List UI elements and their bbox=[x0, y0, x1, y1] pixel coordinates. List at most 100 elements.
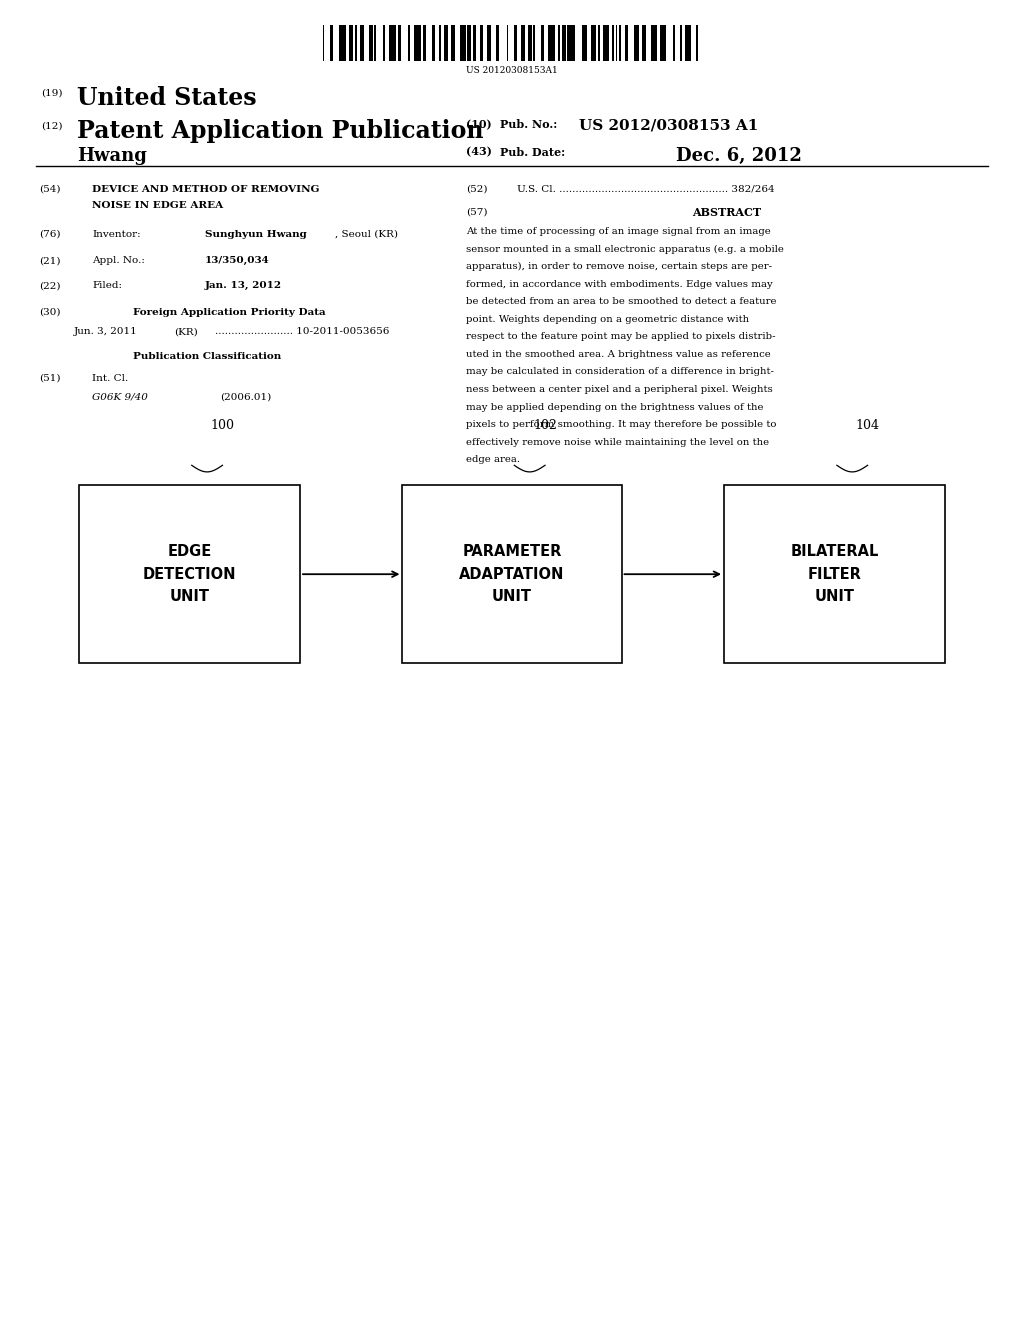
Bar bbox=[514, 25, 517, 61]
Text: (KR): (KR) bbox=[174, 327, 198, 337]
Bar bbox=[480, 25, 483, 61]
Bar bbox=[383, 25, 385, 61]
Text: may be applied depending on the brightness values of the: may be applied depending on the brightne… bbox=[466, 403, 764, 412]
Text: (51): (51) bbox=[39, 374, 60, 383]
Bar bbox=[660, 25, 666, 61]
Bar bbox=[615, 25, 617, 61]
Bar bbox=[409, 25, 411, 61]
Text: EDGE
DETECTION
UNIT: EDGE DETECTION UNIT bbox=[142, 544, 237, 605]
Text: BILATERAL
FILTER
UNIT: BILATERAL FILTER UNIT bbox=[791, 544, 879, 605]
Bar bbox=[612, 25, 613, 61]
Bar bbox=[724, 486, 944, 664]
Text: U.S. Cl. .................................................... 382/264: U.S. Cl. ...............................… bbox=[517, 185, 775, 194]
Bar bbox=[680, 25, 682, 61]
Text: (30): (30) bbox=[39, 308, 60, 317]
Bar bbox=[567, 25, 574, 61]
Text: (52): (52) bbox=[466, 185, 487, 194]
Text: (54): (54) bbox=[39, 185, 60, 194]
Bar bbox=[444, 25, 447, 61]
Text: be detected from an area to be smoothed to detect a feature: be detected from an area to be smoothed … bbox=[466, 297, 776, 306]
Bar bbox=[642, 25, 646, 61]
Text: DEVICE AND METHOD OF REMOVING: DEVICE AND METHOD OF REMOVING bbox=[92, 185, 319, 194]
Bar bbox=[625, 25, 628, 61]
Bar bbox=[651, 25, 656, 61]
Bar bbox=[582, 25, 587, 61]
Text: uted in the smoothed area. A brightness value as reference: uted in the smoothed area. A brightness … bbox=[466, 350, 771, 359]
Text: ness between a center pixel and a peripheral pixel. Weights: ness between a center pixel and a periph… bbox=[466, 385, 773, 395]
Bar bbox=[401, 486, 623, 664]
Bar bbox=[521, 25, 524, 61]
Bar bbox=[330, 25, 333, 61]
Text: PARAMETER
ADAPTATION
UNIT: PARAMETER ADAPTATION UNIT bbox=[460, 544, 564, 605]
Bar bbox=[323, 25, 325, 61]
Text: effectively remove noise while maintaining the level on the: effectively remove noise while maintaini… bbox=[466, 438, 769, 446]
Text: point. Weights depending on a geometric distance with: point. Weights depending on a geometric … bbox=[466, 315, 749, 323]
Bar bbox=[375, 25, 376, 61]
Bar bbox=[397, 25, 401, 61]
Text: Appl. No.:: Appl. No.: bbox=[92, 256, 145, 265]
Text: 104: 104 bbox=[856, 420, 880, 433]
Text: Dec. 6, 2012: Dec. 6, 2012 bbox=[676, 147, 802, 165]
Text: (19): (19) bbox=[41, 88, 62, 98]
Text: respect to the feature point may be applied to pixels distrib-: respect to the feature point may be appl… bbox=[466, 333, 775, 342]
Text: NOISE IN EDGE AREA: NOISE IN EDGE AREA bbox=[92, 201, 223, 210]
Bar bbox=[452, 25, 455, 61]
Bar bbox=[528, 25, 531, 61]
Bar bbox=[598, 25, 600, 61]
Bar bbox=[354, 25, 356, 61]
Bar bbox=[685, 25, 691, 61]
Text: (57): (57) bbox=[466, 207, 487, 216]
Bar bbox=[673, 25, 675, 61]
Text: ABSTRACT: ABSTRACT bbox=[692, 207, 762, 218]
Text: United States: United States bbox=[77, 86, 256, 110]
Bar bbox=[431, 25, 435, 61]
Bar bbox=[620, 25, 621, 61]
Text: Jan. 13, 2012: Jan. 13, 2012 bbox=[205, 281, 282, 290]
Text: (21): (21) bbox=[39, 256, 60, 265]
Text: US 20120308153A1: US 20120308153A1 bbox=[466, 66, 558, 75]
Text: 13/350,034: 13/350,034 bbox=[205, 256, 269, 265]
Text: Filed:: Filed: bbox=[92, 281, 122, 290]
Text: pixels to perform smoothing. It may therefore be possible to: pixels to perform smoothing. It may ther… bbox=[466, 420, 776, 429]
Bar bbox=[634, 25, 639, 61]
Bar bbox=[548, 25, 555, 61]
Bar bbox=[558, 25, 560, 61]
Text: (22): (22) bbox=[39, 281, 60, 290]
Text: Sunghyun Hwang: Sunghyun Hwang bbox=[205, 230, 306, 239]
Text: (43): (43) bbox=[466, 147, 492, 157]
Text: US 2012/0308153 A1: US 2012/0308153 A1 bbox=[579, 119, 758, 133]
Text: (2006.01): (2006.01) bbox=[220, 392, 271, 401]
Text: Jun. 3, 2011: Jun. 3, 2011 bbox=[74, 327, 137, 337]
Bar bbox=[473, 25, 476, 61]
Bar bbox=[603, 25, 608, 61]
Text: At the time of processing of an image signal from an image: At the time of processing of an image si… bbox=[466, 227, 771, 236]
Bar bbox=[414, 25, 421, 61]
Bar bbox=[591, 25, 596, 61]
Text: Inventor:: Inventor: bbox=[92, 230, 140, 239]
Bar bbox=[423, 25, 426, 61]
Bar bbox=[467, 25, 471, 61]
Text: may be calculated in consideration of a difference in bright-: may be calculated in consideration of a … bbox=[466, 367, 774, 376]
Bar bbox=[438, 25, 440, 61]
Text: Int. Cl.: Int. Cl. bbox=[92, 374, 128, 383]
Text: , Seoul (KR): , Seoul (KR) bbox=[335, 230, 398, 239]
Bar bbox=[369, 25, 373, 61]
Text: edge area.: edge area. bbox=[466, 455, 520, 465]
Bar bbox=[507, 25, 509, 61]
Bar bbox=[360, 25, 364, 61]
Text: Pub. Date:: Pub. Date: bbox=[500, 147, 565, 157]
Text: apparatus), in order to remove noise, certain steps are per-: apparatus), in order to remove noise, ce… bbox=[466, 263, 772, 272]
Text: ........................ 10-2011-0053656: ........................ 10-2011-0053656 bbox=[215, 327, 389, 337]
Bar bbox=[496, 25, 500, 61]
Text: Patent Application Publication: Patent Application Publication bbox=[77, 119, 483, 143]
Bar bbox=[696, 25, 698, 61]
Bar bbox=[562, 25, 565, 61]
Bar bbox=[534, 25, 536, 61]
Text: G06K 9/40: G06K 9/40 bbox=[92, 392, 148, 401]
Text: formed, in accordance with embodiments. Edge values may: formed, in accordance with embodiments. … bbox=[466, 280, 773, 289]
Bar bbox=[487, 25, 490, 61]
Text: (76): (76) bbox=[39, 230, 60, 239]
Bar bbox=[460, 25, 466, 61]
Text: Publication Classification: Publication Classification bbox=[133, 352, 282, 362]
Text: (10): (10) bbox=[466, 119, 492, 129]
